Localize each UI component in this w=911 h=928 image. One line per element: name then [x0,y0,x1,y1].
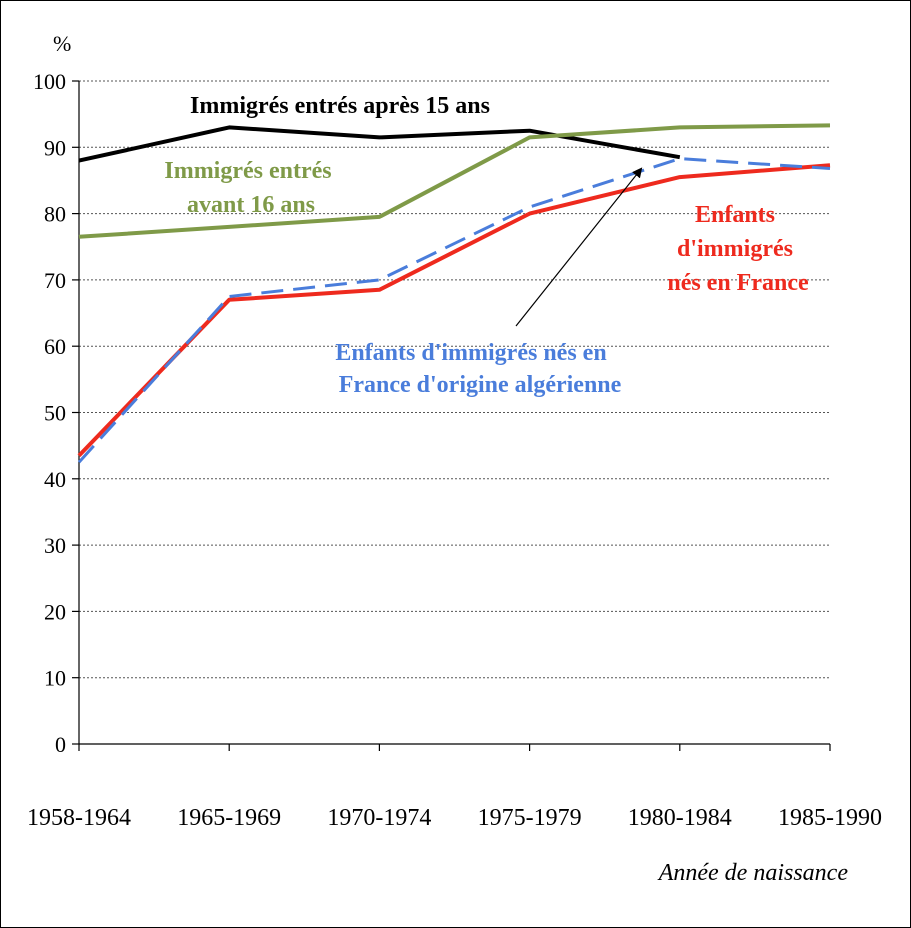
point-children-0 [79,455,80,456]
x-tick-label-5: 1985-1990 [778,805,882,831]
y-tick-label-60: 60 [44,334,66,359]
x-tick-label-4: 1980-1984 [628,805,732,831]
label-before16: Immigrés entrés avant 16 ans [164,158,337,218]
point-children-2 [379,289,380,290]
point-before16-1 [229,226,230,227]
label-algerian-line-1: Enfants d'immigrés nés en [335,340,606,366]
point-after15-1 [229,127,230,128]
series-layer [77,123,831,464]
point-children-3 [529,213,530,214]
series-line-before16 [78,123,831,239]
point-algerian-3 [529,206,530,207]
pointer-arrow [515,167,643,327]
y-tick-label-40: 40 [44,467,66,492]
label-children: Enfants d'immigrés nés en France [667,202,809,296]
grid-layer [79,80,830,679]
point-children-4 [679,177,680,178]
point-after15-2 [379,137,380,138]
label-algerian-line-2: France d'origine algérienne [339,372,622,398]
y-tick-label-10: 10 [44,666,66,691]
point-after15-0 [79,160,80,161]
label-children-line-3: nés en France [667,270,809,296]
point-algerian-1 [229,296,230,297]
point-after15-4 [679,157,680,158]
y-tick-label-80: 80 [44,202,66,227]
point-children-5 [830,165,831,166]
point-children-1 [229,299,230,300]
point-before16-3 [529,137,530,138]
y-tick-label-20: 20 [44,599,66,624]
point-algerian-2 [379,279,380,280]
point-algerian-4 [679,158,680,159]
point-algerian-5 [830,168,831,169]
series-line-algerian [77,157,831,464]
x-tick-label-0: 1958-1964 [27,805,131,831]
point-before16-2 [379,216,380,217]
label-before16-line-1: Immigrés entrés [164,158,331,184]
label-after15-line-1: Immigrés entrés après 15 ans [190,93,490,119]
label-children-line-2: d'immigrés [677,236,793,262]
point-before16-0 [79,236,80,237]
point-before16-5 [830,125,831,126]
x-axis-title: Année de naissance [657,860,849,886]
x-tick-label-2: 1970-1974 [327,805,431,831]
label-algerian: Enfants d'immigrés nés en France d'origi… [335,340,621,398]
y-tick-label-90: 90 [44,135,66,160]
y-tick-label-30: 30 [44,533,66,558]
label-after15: Immigrés entrés après 15 ans [190,93,490,119]
x-tick-label-1: 1965-1969 [177,805,281,831]
y-tick-label-70: 70 [44,268,66,293]
point-after15-3 [529,130,530,131]
series-line-children [77,163,831,457]
y-tick-label-0: 0 [55,732,66,757]
point-before16-4 [679,127,680,128]
point-algerian-0 [79,462,80,463]
label-children-line-1: Enfants [695,202,775,228]
x-tick-label-3: 1975-1979 [478,805,582,831]
label-before16-line-2: avant 16 ans [187,192,315,218]
y-tick-label-100: 100 [33,69,66,94]
series-line-after15 [78,125,681,163]
y-tick-label-50: 50 [44,401,66,426]
axis-layer: 0 10 20 30 40 50 60 70 80 90 100 1958-1964 1965-1969… [27,69,882,831]
y-unit-label: % [53,31,71,56]
